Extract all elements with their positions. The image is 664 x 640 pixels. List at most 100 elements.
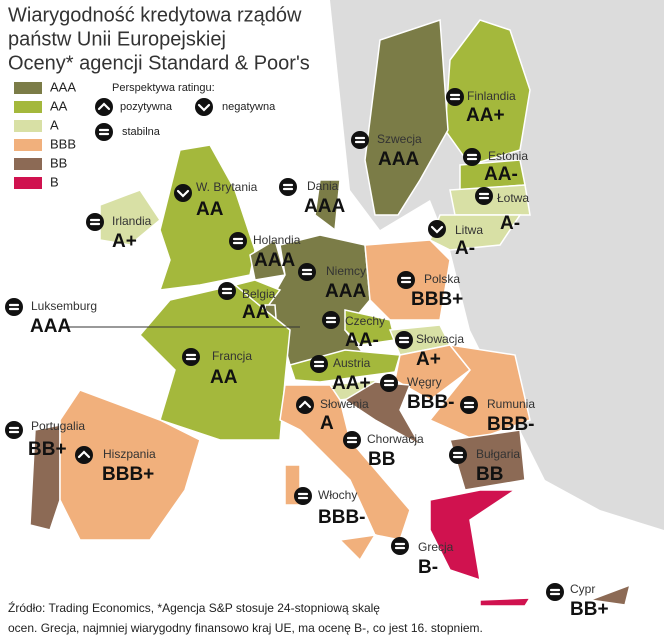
outlook-icon: [86, 213, 104, 231]
outlook-label: pozytywna: [120, 101, 173, 113]
footnote: Źródło: Trading Economics, *Agencja S&P …: [8, 600, 380, 615]
outlook-icon: [298, 263, 316, 281]
country-name: Grecja: [418, 540, 454, 554]
country-name: Polska: [424, 272, 460, 286]
country-rating: AAA: [30, 316, 71, 337]
footnote: ocen. Grecja, najmniej wiarygodny finans…: [8, 621, 483, 635]
country-rating: A: [320, 413, 334, 434]
country-shape: [449, 429, 526, 491]
country-rating: BBB-: [487, 414, 535, 435]
outlook-icon: [391, 537, 409, 555]
country-rating: AA-: [484, 164, 518, 185]
country-name: Łotwa: [497, 191, 529, 205]
country-rating: AA: [242, 302, 270, 323]
country-shape: [344, 309, 396, 346]
country-shape: [338, 534, 377, 562]
outlook-icon: [95, 98, 113, 116]
country-name: Bułgaria: [476, 447, 520, 461]
outlook-icon: [546, 583, 564, 601]
country-rating: BB+: [570, 599, 609, 620]
country-rating: AA-: [345, 330, 379, 351]
country-name: Chorwacja: [367, 432, 424, 446]
outlook-icon: [449, 446, 467, 464]
country-shape: [314, 179, 341, 232]
country-name: Finlandia: [467, 89, 516, 103]
outlook-icon: [310, 355, 328, 373]
outlook-label: negatywna: [222, 101, 276, 113]
outlook-icon: [475, 187, 493, 205]
legend-swatch: [14, 101, 42, 113]
country-rating: A+: [112, 231, 137, 252]
icon-mark: [430, 225, 444, 234]
country-shape: [444, 19, 531, 166]
country-name: Estonia: [488, 149, 528, 163]
country-name: Dania: [307, 179, 339, 193]
country-name: Włochy: [318, 488, 357, 502]
outlook-icon: [380, 374, 398, 392]
country-name: W. Brytania: [196, 180, 258, 194]
country-shape: [138, 284, 291, 441]
icon-mark: [77, 450, 91, 459]
outlook-icon: [174, 184, 192, 202]
legend-label: A: [50, 117, 59, 132]
country-rating: AAA: [378, 149, 419, 170]
country-name: Litwa: [455, 223, 483, 237]
country-rating: A+: [416, 349, 441, 370]
outlook-icon: [279, 178, 297, 196]
country-shape: [479, 597, 532, 607]
country-rating: AA+: [466, 105, 505, 126]
legend-label: B: [50, 174, 59, 189]
country-shape: [343, 381, 422, 447]
country-name: Czechy: [345, 314, 385, 328]
outlook-icon: [351, 131, 369, 149]
outlook-title: Perspektywa ratingu:: [112, 82, 215, 94]
outlook-icon: [322, 311, 340, 329]
outlook-icon: [397, 271, 415, 289]
outlook-icon: [5, 298, 23, 316]
outlook-icon: [446, 88, 464, 106]
outlook-icon: [296, 396, 314, 414]
country-rating: BB: [476, 464, 503, 485]
icon-mark: [97, 102, 111, 111]
outlook-icon: [229, 232, 247, 250]
country-shape: [429, 489, 518, 582]
country-rating: BBB-: [318, 507, 366, 528]
country-rating: BB: [368, 449, 395, 470]
country-rating: AA: [196, 199, 224, 220]
legend-label: AA: [50, 98, 68, 113]
outlook-icon: [294, 487, 312, 505]
country-rating: BBB+: [411, 289, 463, 310]
legend-label: BBB: [50, 136, 76, 151]
title: państw Unii Europejskiej: [8, 28, 226, 50]
country-shape: [364, 18, 449, 216]
legend-label: BB: [50, 155, 67, 170]
country-name: Holandia: [253, 233, 301, 247]
icon-mark: [298, 400, 312, 409]
outlook-icon: [395, 331, 413, 349]
country-rating: AA: [210, 367, 238, 388]
outlook-icon: [460, 396, 478, 414]
title: Wiarygodność kredytowa rządów: [8, 4, 302, 26]
country-name: Rumunia: [487, 397, 535, 411]
legend-swatch: [14, 82, 42, 94]
icon-mark: [197, 103, 211, 112]
country-name: Francja: [212, 349, 252, 363]
outlook-icon: [5, 421, 23, 439]
country-shape: [394, 344, 472, 401]
outlook-icon: [218, 282, 236, 300]
country-rating: A-: [500, 213, 520, 234]
country-shape: [99, 189, 161, 246]
outlook-icon: [463, 148, 481, 166]
country-name: Hiszpania: [103, 447, 156, 461]
country-name: Austria: [333, 356, 371, 370]
country-rating: AAA: [325, 281, 366, 302]
country-rating: BB+: [28, 439, 67, 460]
outlook-icon: [95, 123, 113, 141]
outlook-label: stabilna: [122, 126, 161, 138]
country-rating: AA+: [332, 373, 371, 394]
country-name: Irlandia: [112, 214, 152, 228]
legend-label: AAA: [50, 79, 76, 94]
outlook-icon: [182, 348, 200, 366]
country-name: Słowacja: [416, 332, 464, 346]
